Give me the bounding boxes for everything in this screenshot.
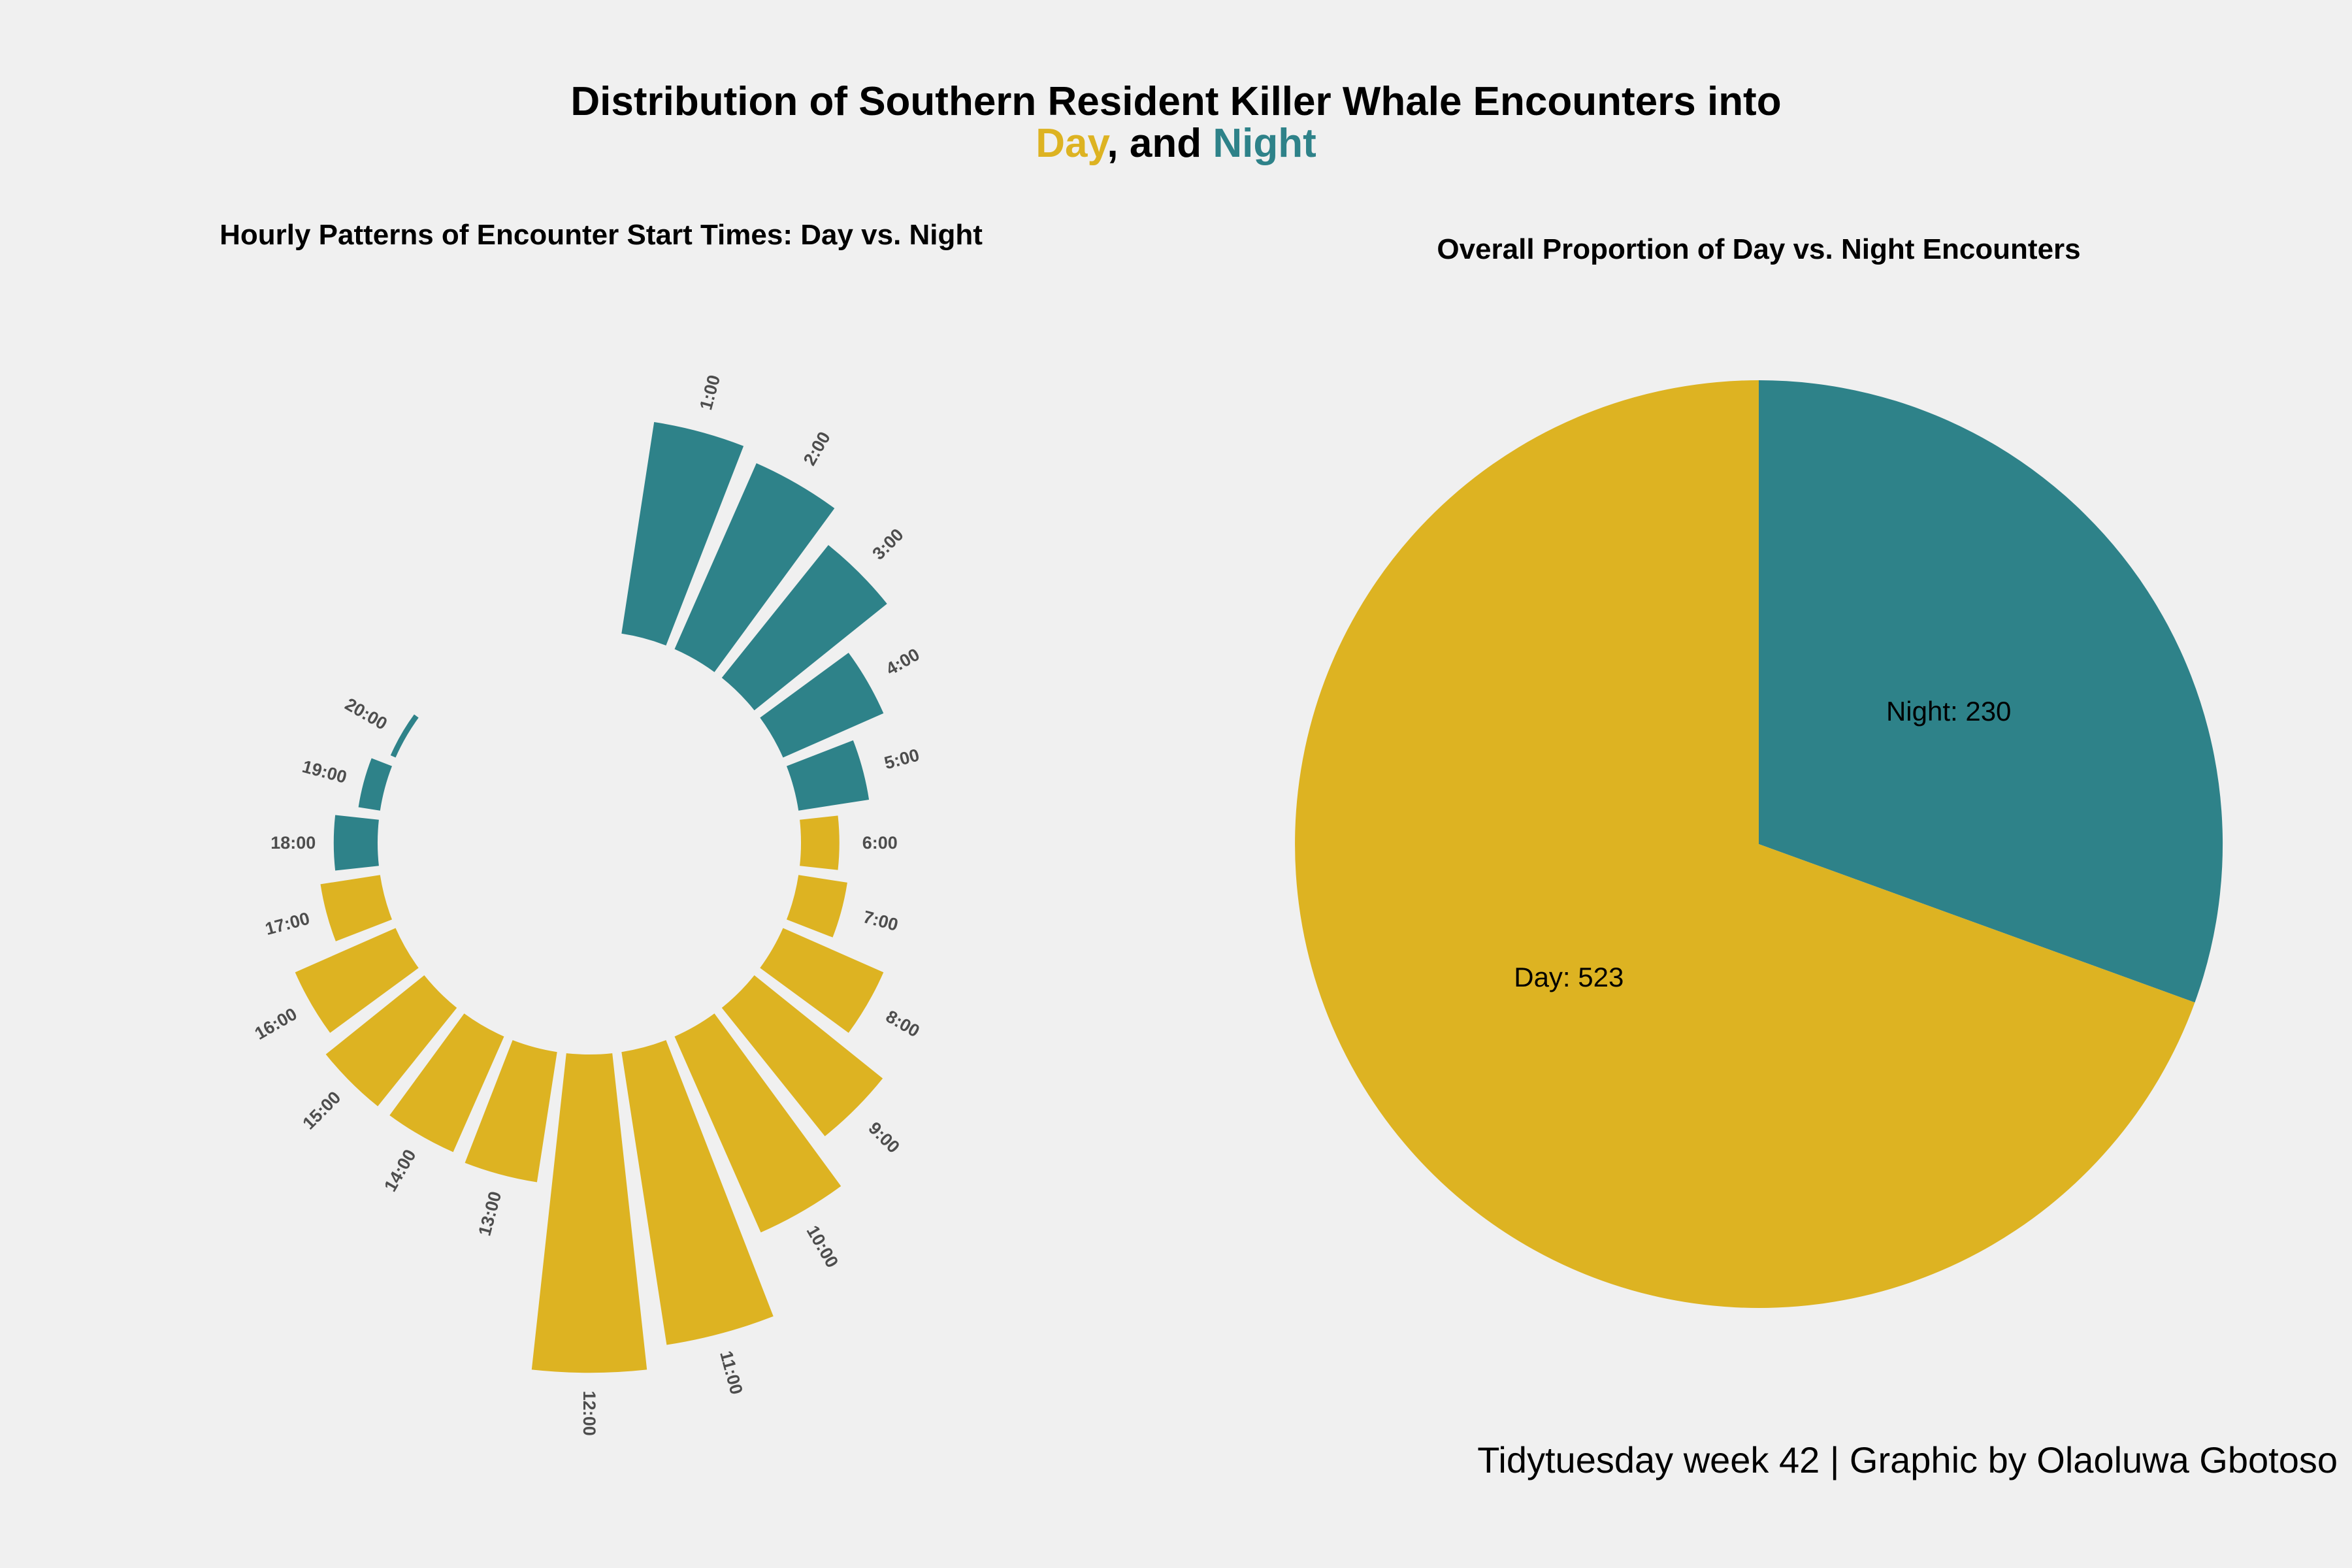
polar-bar-chart xyxy=(295,422,887,1373)
pie-label-day: Day: 523 xyxy=(1514,962,1624,992)
polar-bar-11-00 xyxy=(621,1040,774,1345)
main-title-line1: Distribution of Southern Resident Killer… xyxy=(570,79,1781,124)
pie-chart xyxy=(1295,380,2223,1308)
title-day-word: Day xyxy=(1036,121,1110,166)
polar-bar-10-00 xyxy=(674,1013,841,1233)
pie-slice-day xyxy=(1295,380,2195,1308)
polar-bar-20-00 xyxy=(390,714,419,758)
polar-bar-6-00 xyxy=(800,815,840,870)
polar-bar-18-00 xyxy=(333,815,379,871)
polar-bar-16-00 xyxy=(295,928,419,1033)
polar-chart-title: Hourly Patterns of Encounter Start Times… xyxy=(220,219,983,251)
polar-bar-13-00 xyxy=(465,1040,557,1183)
hour-label-12-00: 12:00 xyxy=(580,1391,599,1436)
pie-label-night: Night: 230 xyxy=(1886,696,2011,727)
title-night-word: Night xyxy=(1213,121,1316,166)
polar-bar-9-00 xyxy=(721,975,883,1137)
pie-labels: Night: 230 Day: 523 xyxy=(1514,696,2011,992)
polar-bar-1-00 xyxy=(621,422,744,645)
polar-bar-8-00 xyxy=(760,928,884,1033)
polar-bar-3-00 xyxy=(721,545,887,711)
main-title-line2: Day, and Night xyxy=(1036,121,1316,166)
polar-bar-15-00 xyxy=(325,975,457,1107)
polar-bar-12-00 xyxy=(531,1053,647,1373)
pie-chart-title: Overall Proportion of Day vs. Night Enco… xyxy=(1437,233,2080,265)
polar-bar-17-00 xyxy=(320,875,392,941)
caption: Tidytuesday week 42 | Graphic by Olaoluw… xyxy=(1477,1439,2338,1480)
polar-bar-2-00 xyxy=(674,463,835,672)
hour-label-18-00: 18:00 xyxy=(270,833,316,853)
polar-bar-19-00 xyxy=(358,758,392,811)
hour-label-6-00: 6:00 xyxy=(862,833,898,853)
polar-bar-4-00 xyxy=(760,653,884,758)
polar-bar-5-00 xyxy=(787,740,870,811)
pie-slice-night xyxy=(1759,380,2223,1003)
title-separator: , and xyxy=(1107,121,1213,166)
polar-bar-14-00 xyxy=(389,1013,504,1152)
polar-bar-7-00 xyxy=(787,875,847,938)
